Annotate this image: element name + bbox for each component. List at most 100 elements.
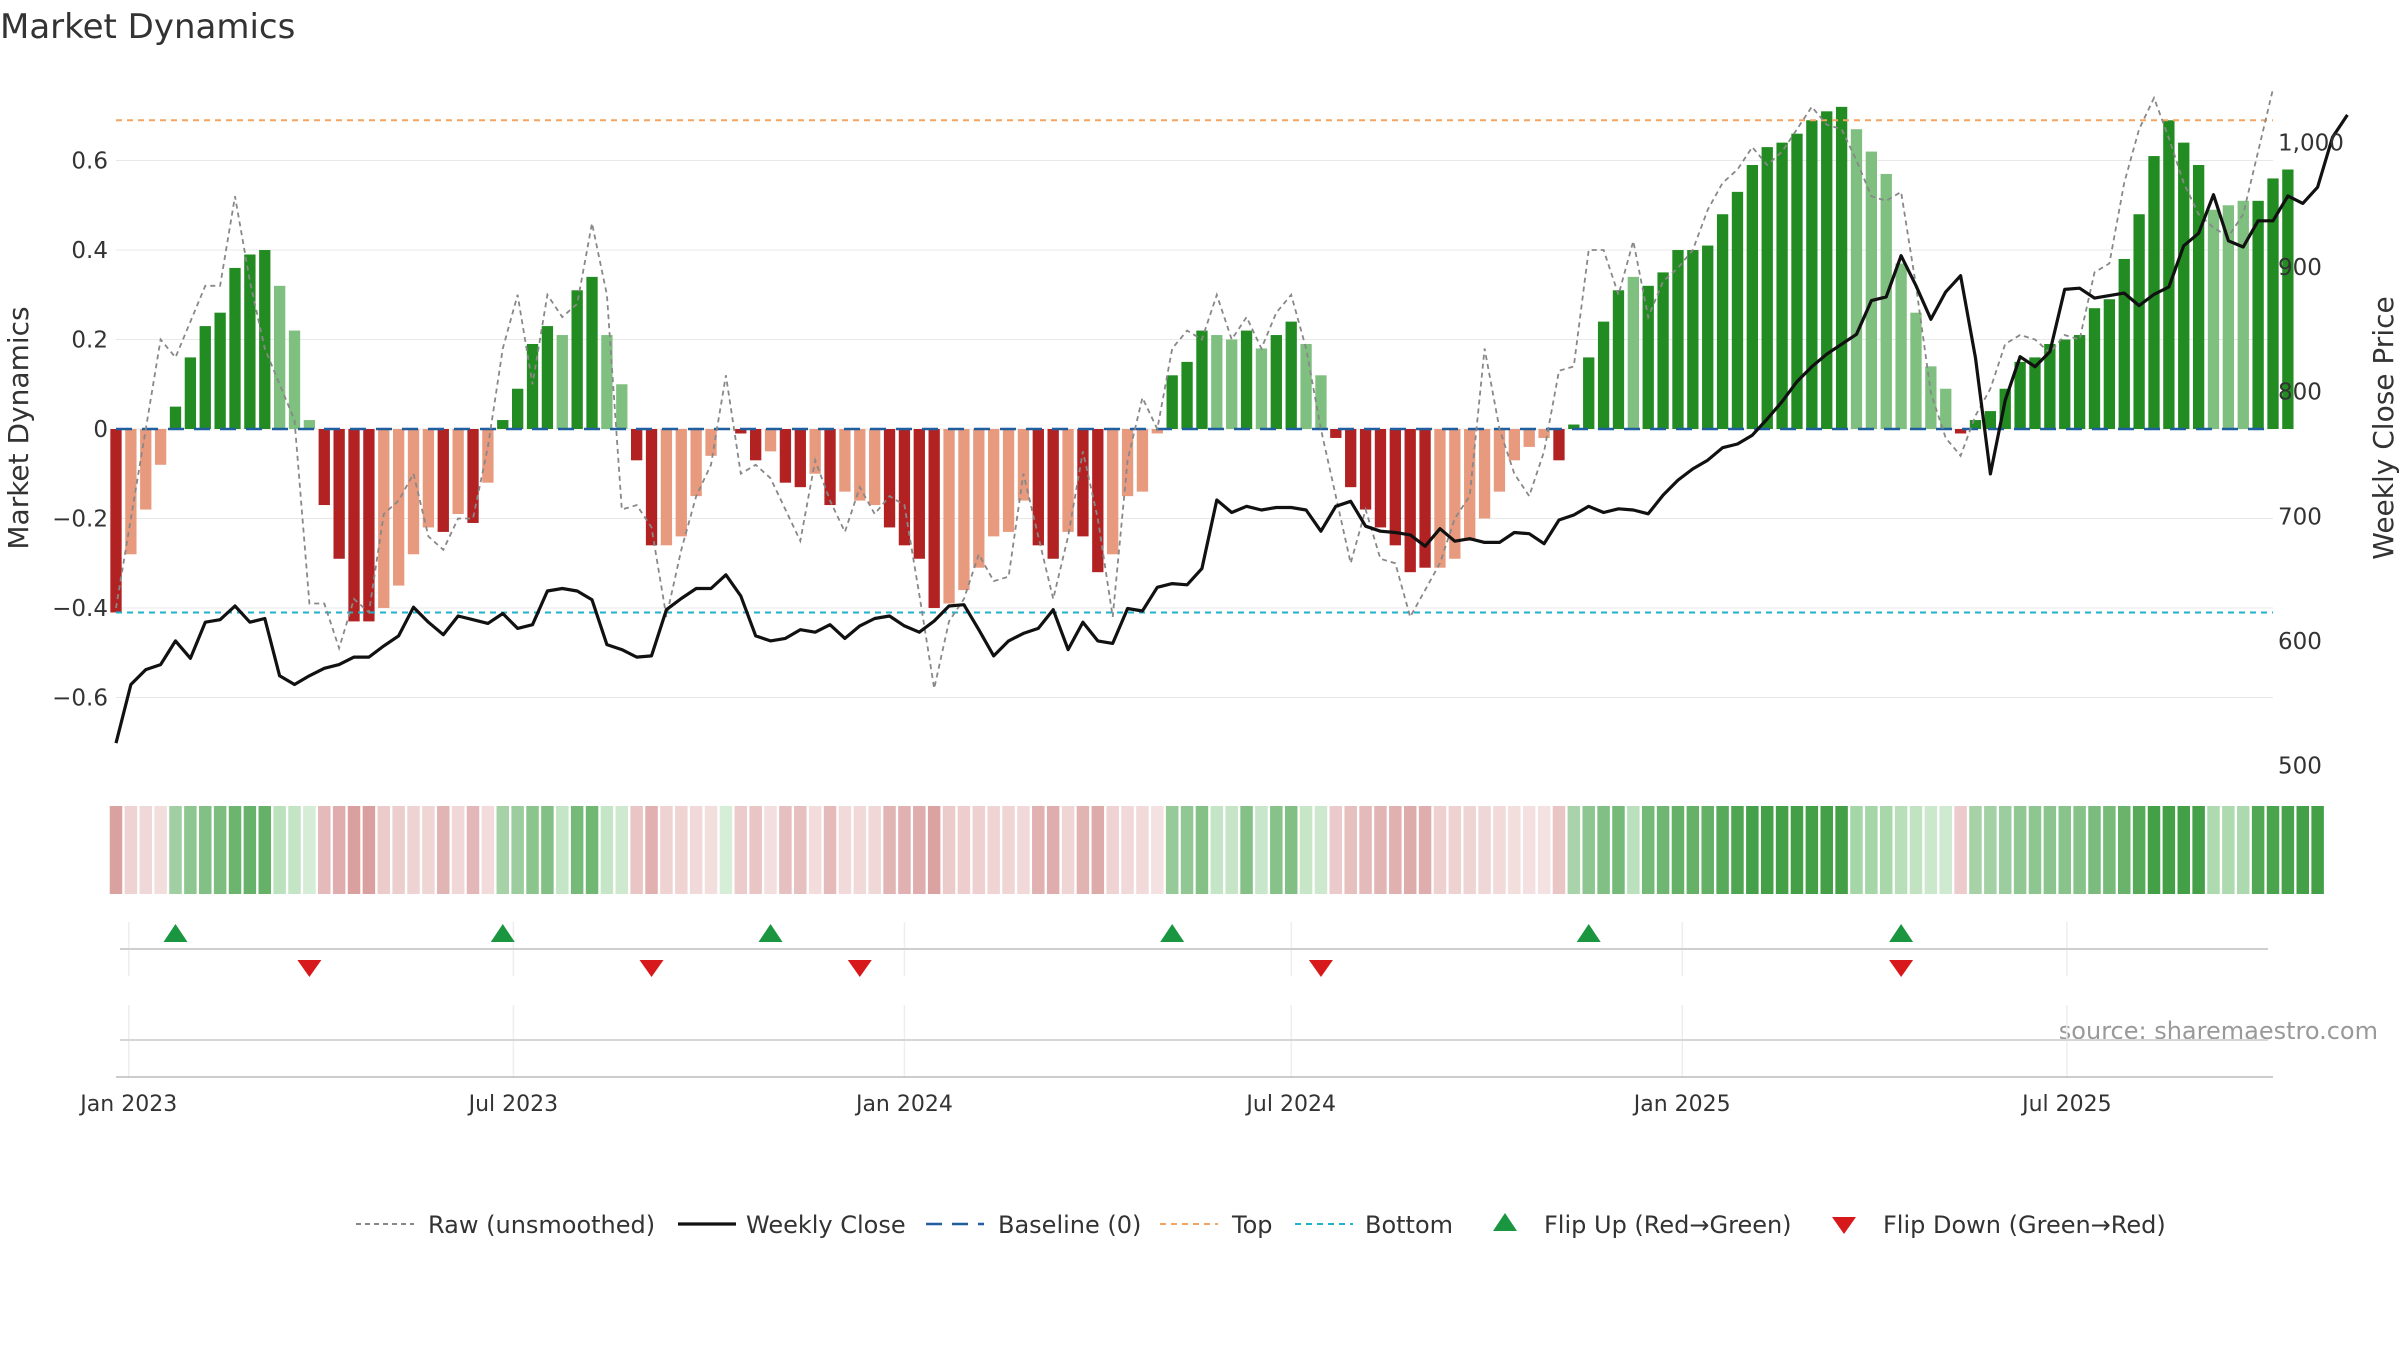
momentum-bar (125, 429, 137, 555)
momentum-bar (2148, 156, 2160, 429)
momentum-bar (140, 429, 152, 510)
status-cell (1775, 806, 1789, 894)
momentum-bar (2014, 361, 2026, 429)
status-cell (139, 806, 152, 894)
momentum-bar (1062, 429, 1074, 532)
momentum-bar (1493, 429, 1506, 492)
legend-raw-label: Raw (unsmoothed) (428, 1211, 655, 1239)
status-cell (288, 806, 301, 894)
momentum-bar (750, 429, 762, 461)
status-cell (1195, 806, 1209, 894)
momentum-bar (571, 290, 583, 429)
status-cell (1091, 806, 1105, 894)
status-cell (407, 806, 420, 894)
momentum-bar (288, 330, 301, 429)
status-cell (362, 806, 376, 894)
flip-down-marker (847, 960, 872, 977)
momentum-bar (616, 384, 628, 429)
momentum-bar (2222, 205, 2235, 429)
momentum-bar (229, 267, 241, 429)
left-tick-label: 0.6 (71, 149, 108, 175)
momentum-bar (973, 429, 985, 568)
momentum-bar (2252, 200, 2264, 429)
momentum-bar (1538, 429, 1550, 438)
status-cell (2132, 806, 2146, 894)
momentum-bar (2207, 209, 2220, 429)
status-cell (2266, 806, 2280, 894)
left-tick-label: −0.4 (52, 596, 108, 622)
status-cell (1180, 806, 1194, 894)
left-tick-label: −0.2 (52, 506, 108, 532)
series-lines (114, 88, 2349, 744)
status-cell (169, 806, 182, 894)
status-cell (1760, 806, 1774, 894)
status-cell (615, 806, 629, 894)
status-cell (779, 806, 792, 894)
momentum-bar (2088, 308, 2101, 429)
flip-up-marker (1160, 924, 1185, 942)
momentum-bar (1806, 120, 1818, 430)
momentum-bar (631, 429, 643, 461)
status-cell (243, 806, 257, 894)
status-cell (1835, 806, 1848, 894)
flip-up-marker (163, 924, 188, 942)
left-tick-label: −0.6 (52, 685, 108, 711)
momentum-bar (824, 429, 836, 506)
momentum-bar (1434, 429, 1446, 568)
status-cell (541, 806, 554, 894)
status-cell (1329, 806, 1343, 894)
status-cell (154, 806, 167, 894)
momentum-bar (169, 406, 182, 429)
momentum-bar (988, 429, 1000, 537)
status-cell (2281, 806, 2295, 894)
status-cell (1508, 806, 1521, 894)
status-cell (749, 806, 762, 894)
momentum-bar (1925, 366, 1937, 429)
status-cell (1656, 806, 1670, 894)
momentum-bar (1731, 191, 1744, 429)
status-cell (1136, 806, 1149, 894)
status-cell (1701, 806, 1714, 894)
status-cell (675, 806, 688, 894)
status-cell (1002, 806, 1015, 894)
momentum-bar (898, 429, 911, 546)
momentum-bar (943, 429, 955, 604)
status-cell (511, 806, 524, 894)
status-cell (556, 806, 569, 894)
status-cell (2028, 806, 2042, 894)
momentum-bar (1166, 375, 1178, 429)
momentum-bar (1151, 429, 1163, 434)
status-cell (868, 806, 881, 894)
momentum-bar (1568, 424, 1580, 429)
status-cell (1032, 806, 1045, 894)
status-cell (2296, 806, 2309, 894)
momentum-bar (809, 429, 821, 474)
status-cell (585, 806, 599, 894)
status-cell (422, 806, 435, 894)
momentum-bar (333, 429, 345, 559)
momentum-bar (244, 254, 256, 429)
status-cell (258, 806, 272, 894)
momentum-bar (1315, 375, 1327, 429)
momentum-bar (1597, 321, 1610, 429)
status-cell (1061, 806, 1075, 894)
momentum-bars (110, 106, 2294, 622)
momentum-bar (392, 429, 405, 586)
momentum-bar (1345, 429, 1357, 488)
momentum-bar (452, 429, 464, 515)
status-cell (526, 806, 539, 894)
status-cell (2088, 806, 2101, 894)
momentum-bar (2103, 299, 2116, 429)
status-cell (1240, 806, 1253, 894)
momentum-bar (1940, 388, 1952, 429)
momentum-bar (512, 388, 524, 429)
status-cell (2311, 806, 2324, 894)
left-axis-label: Market Dynamics (2, 306, 35, 549)
right-tick-label: 1,000 (2278, 130, 2344, 156)
status-cell (645, 806, 658, 894)
left-tick-label: 0 (93, 417, 108, 443)
status-cell (1582, 806, 1595, 894)
legend-baseline-label: Baseline (0) (998, 1211, 1141, 1239)
status-cell (2103, 806, 2116, 894)
